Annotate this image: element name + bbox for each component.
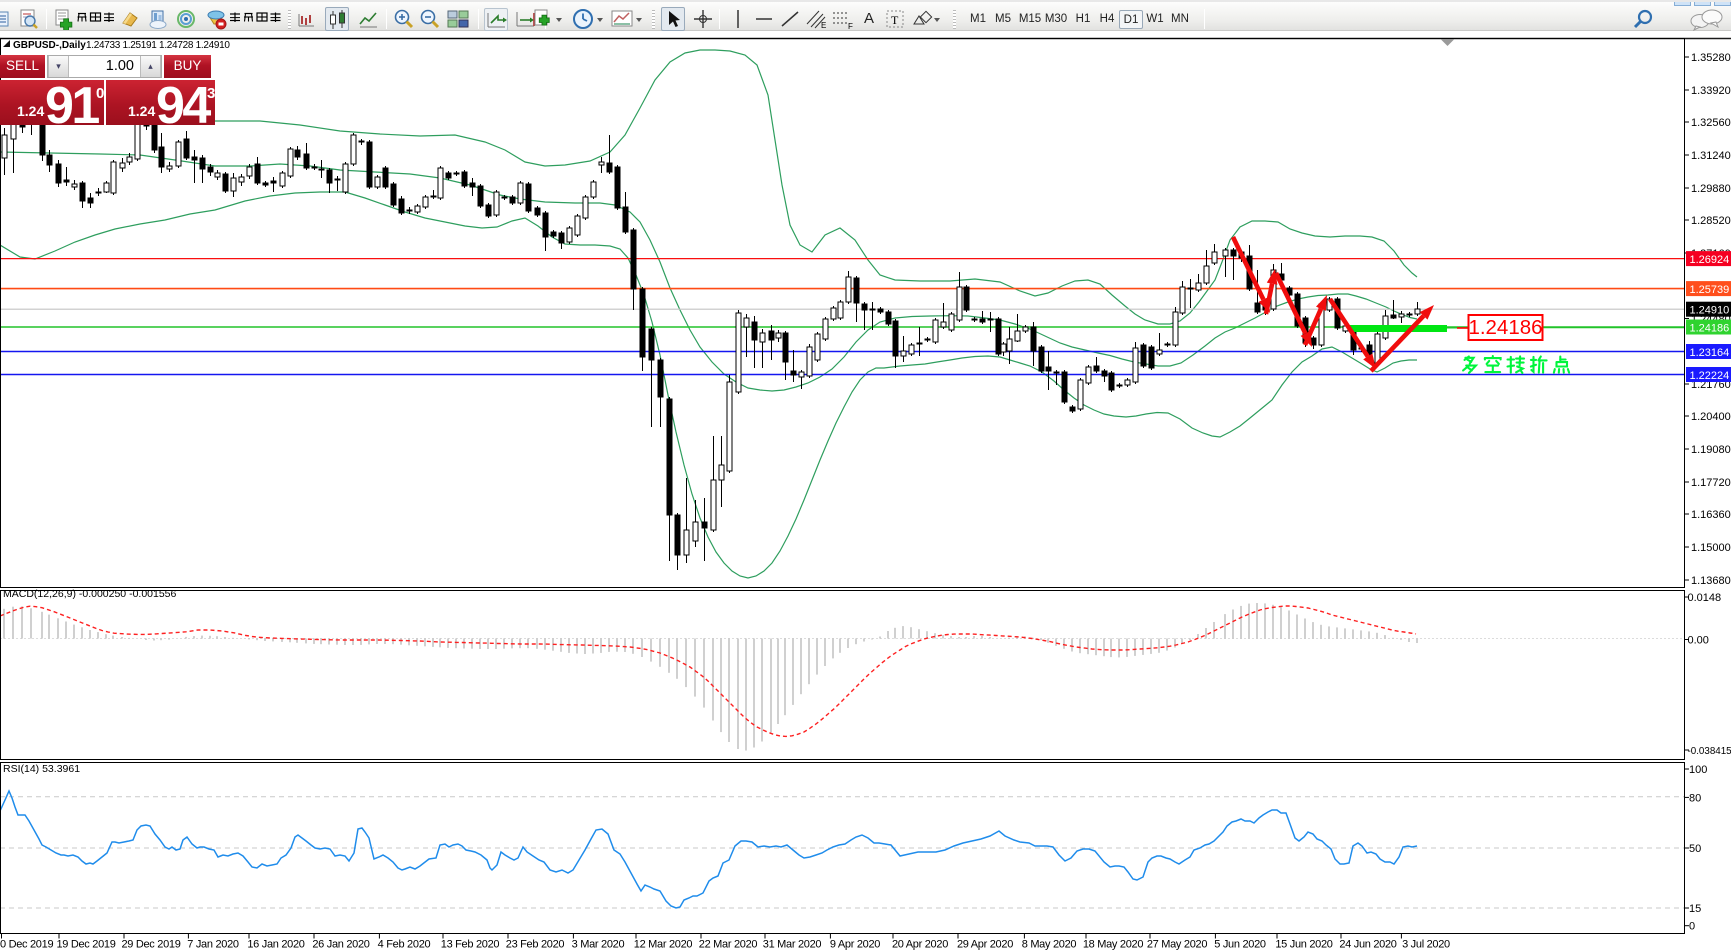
svg-text:7 Jan 2020: 7 Jan 2020 bbox=[187, 939, 239, 951]
svg-text:9 Apr 2020: 9 Apr 2020 bbox=[830, 939, 880, 951]
svg-text:1.13680: 1.13680 bbox=[1691, 575, 1731, 587]
svg-text:1.24186: 1.24186 bbox=[1690, 323, 1730, 335]
svg-text:RSI(14) 53.3961: RSI(14) 53.3961 bbox=[3, 763, 80, 775]
svg-text:1.35280: 1.35280 bbox=[1691, 52, 1731, 64]
svg-text:5 Jun 2020: 5 Jun 2020 bbox=[1214, 939, 1266, 951]
svg-text:24 Jun 2020: 24 Jun 2020 bbox=[1339, 939, 1396, 951]
svg-text:0: 0 bbox=[1689, 921, 1695, 933]
svg-text:MACD(12,26,9) -0.000250 -0.001: MACD(12,26,9) -0.000250 -0.001556 bbox=[3, 588, 177, 600]
svg-text:3 Jul 2020: 3 Jul 2020 bbox=[1402, 939, 1450, 951]
svg-text:23 Feb 2020: 23 Feb 2020 bbox=[506, 939, 565, 951]
svg-text:29 Apr 2020: 29 Apr 2020 bbox=[957, 939, 1013, 951]
svg-text:1.20400: 1.20400 bbox=[1691, 411, 1731, 423]
svg-text:E: E bbox=[821, 21, 826, 30]
svg-text:1.31240: 1.31240 bbox=[1691, 150, 1731, 162]
svg-text:29 Dec 2019: 29 Dec 2019 bbox=[121, 939, 180, 951]
svg-text:-0.038415: -0.038415 bbox=[1688, 746, 1731, 757]
svg-text:1.24733 1.25191 1.24728 1.2491: 1.24733 1.25191 1.24728 1.24910 bbox=[86, 40, 230, 51]
svg-text:1.23164: 1.23164 bbox=[1690, 347, 1730, 359]
svg-text:15 Jun 2020: 15 Jun 2020 bbox=[1275, 939, 1332, 951]
svg-text:19 Dec 2019: 19 Dec 2019 bbox=[56, 939, 115, 951]
svg-text:1.17720: 1.17720 bbox=[1691, 477, 1731, 489]
svg-text:50: 50 bbox=[1689, 843, 1701, 855]
svg-text:1.25739: 1.25739 bbox=[1690, 284, 1730, 296]
svg-text:18 May 2020: 18 May 2020 bbox=[1083, 939, 1143, 951]
svg-text:27 May 2020: 27 May 2020 bbox=[1147, 939, 1207, 951]
svg-text:1.15000: 1.15000 bbox=[1691, 542, 1731, 554]
svg-text:GBPUSD-,Daily: GBPUSD-,Daily bbox=[13, 40, 86, 51]
svg-text:80: 80 bbox=[1689, 792, 1701, 804]
svg-text:12 Mar 2020: 12 Mar 2020 bbox=[634, 939, 693, 951]
svg-text:3 Mar 2020: 3 Mar 2020 bbox=[572, 939, 625, 951]
svg-text:1.24186: 1.24186 bbox=[1468, 316, 1542, 339]
svg-text:15: 15 bbox=[1689, 903, 1701, 915]
svg-text:20 Apr 2020: 20 Apr 2020 bbox=[892, 939, 948, 951]
svg-text:100: 100 bbox=[1689, 764, 1707, 776]
svg-text:31 Mar 2020: 31 Mar 2020 bbox=[763, 939, 822, 951]
svg-text:0.0148: 0.0148 bbox=[1688, 592, 1722, 604]
svg-text:1.22224: 1.22224 bbox=[1690, 370, 1730, 382]
svg-text:26 Jan 2020: 26 Jan 2020 bbox=[312, 939, 369, 951]
svg-text:1.32560: 1.32560 bbox=[1691, 117, 1731, 129]
svg-text:1.33920: 1.33920 bbox=[1691, 85, 1731, 97]
svg-text:1.26924: 1.26924 bbox=[1690, 254, 1730, 266]
svg-text:0 Dec 2019: 0 Dec 2019 bbox=[0, 939, 53, 951]
svg-text:1.19080: 1.19080 bbox=[1691, 444, 1731, 456]
svg-text:1.24910: 1.24910 bbox=[1690, 305, 1730, 317]
svg-text:13 Feb 2020: 13 Feb 2020 bbox=[441, 939, 500, 951]
svg-text:1.28520: 1.28520 bbox=[1691, 215, 1731, 227]
svg-text:4 Feb 2020: 4 Feb 2020 bbox=[378, 939, 431, 951]
svg-text:1.16360: 1.16360 bbox=[1691, 509, 1731, 521]
svg-text:0.00: 0.00 bbox=[1688, 635, 1709, 647]
svg-text:22 Mar 2020: 22 Mar 2020 bbox=[699, 939, 758, 951]
svg-text:F: F bbox=[848, 22, 853, 30]
svg-text:8 May 2020: 8 May 2020 bbox=[1022, 939, 1077, 951]
svg-text:16 Jan 2020: 16 Jan 2020 bbox=[247, 939, 304, 951]
svg-text:T: T bbox=[891, 13, 899, 27]
svg-text:1.29880: 1.29880 bbox=[1691, 183, 1731, 195]
